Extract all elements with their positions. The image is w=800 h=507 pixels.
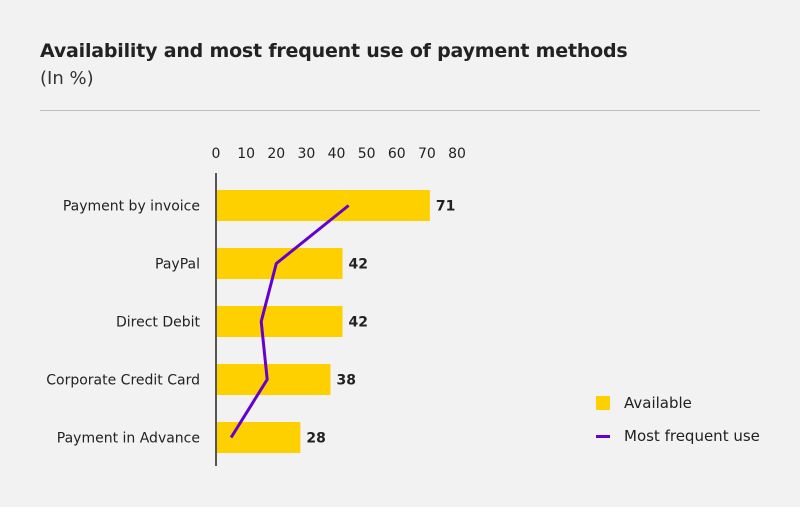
x-tick-label: 80 bbox=[448, 146, 466, 162]
bars bbox=[217, 190, 430, 453]
category-labels: Payment by invoice PayPal Direct Debit Corp… bbox=[46, 199, 200, 447]
category-label: Payment in Advance bbox=[57, 431, 200, 447]
bar-value-label: 71 bbox=[436, 199, 455, 215]
category-label: Corporate Credit Card bbox=[46, 373, 200, 389]
divider bbox=[40, 110, 760, 111]
category-label: PayPal bbox=[155, 257, 200, 273]
bar-value-label: 38 bbox=[336, 373, 355, 389]
bar-value-label: 28 bbox=[306, 431, 325, 447]
legend-label-available: Available bbox=[624, 394, 692, 412]
legend-label-most-frequent-use: Most frequent use bbox=[624, 427, 760, 445]
most-frequent-use-line bbox=[229, 204, 350, 439]
x-tick-label: 70 bbox=[418, 146, 436, 162]
legend-item-most-frequent-use: Most frequent use bbox=[596, 426, 760, 446]
x-tick-label: 0 bbox=[212, 146, 221, 162]
x-tick-label: 30 bbox=[297, 146, 315, 162]
chart-subtitle: (In %) bbox=[40, 68, 94, 89]
bar-available bbox=[217, 422, 301, 453]
x-tick-label: 10 bbox=[237, 146, 255, 162]
legend-swatch-available bbox=[596, 396, 610, 410]
x-axis-ticks: 0 10 20 30 40 50 60 70 80 bbox=[212, 146, 466, 162]
bar-value-label: 42 bbox=[349, 257, 368, 273]
bar-available bbox=[217, 364, 331, 395]
x-tick-label: 60 bbox=[388, 146, 406, 162]
bar-available bbox=[217, 248, 343, 279]
bar-value-label: 42 bbox=[349, 315, 368, 331]
category-label: Payment by invoice bbox=[63, 199, 200, 215]
legend-item-available: Available bbox=[596, 393, 692, 413]
chart-title: Availability and most frequent use of pa… bbox=[40, 40, 628, 62]
category-label: Direct Debit bbox=[116, 315, 201, 331]
bar-available bbox=[217, 190, 430, 221]
x-tick-label: 40 bbox=[328, 146, 346, 162]
bar-available bbox=[217, 306, 343, 337]
value-labels: 71 42 42 38 28 bbox=[306, 199, 455, 447]
x-tick-label: 20 bbox=[267, 146, 285, 162]
legend-swatch-most-frequent-use bbox=[596, 434, 610, 438]
x-tick-label: 50 bbox=[358, 146, 376, 162]
